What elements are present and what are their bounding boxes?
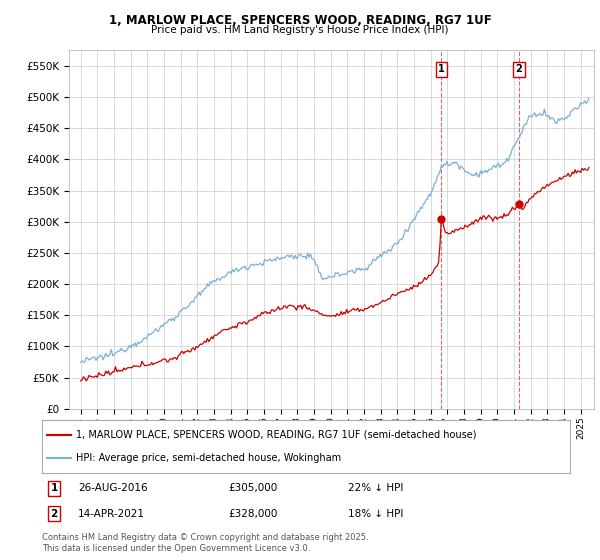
Text: 18% ↓ HPI: 18% ↓ HPI <box>348 508 403 519</box>
Text: Price paid vs. HM Land Registry's House Price Index (HPI): Price paid vs. HM Land Registry's House … <box>151 25 449 35</box>
Text: 1: 1 <box>438 64 445 74</box>
Text: £328,000: £328,000 <box>228 508 277 519</box>
Text: £305,000: £305,000 <box>228 483 277 493</box>
Text: 2: 2 <box>515 64 522 74</box>
Text: 14-APR-2021: 14-APR-2021 <box>78 508 145 519</box>
Text: HPI: Average price, semi-detached house, Wokingham: HPI: Average price, semi-detached house,… <box>76 453 341 463</box>
Text: 1: 1 <box>50 483 58 493</box>
Text: 26-AUG-2016: 26-AUG-2016 <box>78 483 148 493</box>
Text: 22% ↓ HPI: 22% ↓ HPI <box>348 483 403 493</box>
Text: Contains HM Land Registry data © Crown copyright and database right 2025.
This d: Contains HM Land Registry data © Crown c… <box>42 533 368 553</box>
Text: 2: 2 <box>50 508 58 519</box>
Text: 1, MARLOW PLACE, SPENCERS WOOD, READING, RG7 1UF (semi-detached house): 1, MARLOW PLACE, SPENCERS WOOD, READING,… <box>76 430 477 440</box>
Text: 1, MARLOW PLACE, SPENCERS WOOD, READING, RG7 1UF: 1, MARLOW PLACE, SPENCERS WOOD, READING,… <box>109 14 491 27</box>
